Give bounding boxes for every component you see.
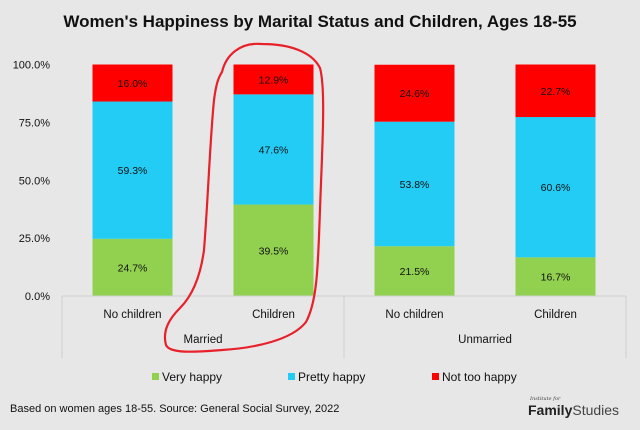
brand-bold: Family (528, 402, 573, 418)
group-label: Married (184, 334, 223, 346)
data-label: 59.3% (118, 165, 148, 177)
bar-segment-pretty-happy (515, 117, 596, 258)
data-label: 53.8% (400, 179, 430, 191)
legend-swatch (152, 373, 159, 380)
data-label: 24.7% (118, 262, 148, 274)
legend-swatch (432, 373, 439, 380)
footnote: Based on women ages 18-55. Source: Gener… (10, 403, 340, 415)
bar-segment-very-happy (233, 204, 314, 296)
bar-segment-pretty-happy (374, 121, 455, 247)
bar-segment-pretty-happy (233, 94, 314, 205)
brand-logo: Institute for FamilyStudies (528, 396, 628, 420)
annotation-circle (163, 42, 325, 353)
category-label: No children (385, 309, 443, 321)
bar-segment-not-too-happy (374, 64, 455, 122)
category-label: Children (252, 309, 295, 321)
legend-label: Pretty happy (298, 370, 365, 384)
data-label: 47.6% (259, 144, 289, 156)
y-tick-label: 25.0% (19, 233, 50, 245)
bar-segment-very-happy (92, 238, 173, 296)
category-label: Children (534, 309, 577, 321)
data-label: 24.6% (400, 88, 430, 100)
bar-segment-pretty-happy (92, 101, 173, 239)
bar-segment-not-too-happy (92, 64, 173, 102)
data-label: 39.5% (259, 245, 289, 257)
brand-main-text: FamilyStudies (528, 402, 619, 418)
data-label: 60.6% (541, 182, 571, 194)
data-label: 22.7% (541, 86, 571, 98)
bar-segment-not-too-happy (233, 64, 314, 95)
legend-label: Very happy (162, 370, 222, 384)
y-tick-label: 100.0% (13, 60, 51, 72)
brand-light: Studies (572, 402, 620, 418)
group-label: Unmarried (458, 334, 512, 346)
data-label: 16.7% (541, 272, 571, 284)
data-label: 21.5% (400, 266, 430, 278)
bar-segment-very-happy (515, 257, 596, 296)
y-tick-label: 50.0% (19, 175, 50, 187)
chart-title: Women's Happiness by Marital Status and … (63, 12, 577, 31)
data-label: 16.0% (118, 78, 148, 90)
brand-small-text: Institute for (530, 396, 561, 402)
legend-label: Not too happy (442, 370, 517, 384)
y-tick-label: 0.0% (25, 291, 50, 303)
bar-segment-not-too-happy (515, 64, 596, 118)
legend-swatch (288, 373, 295, 380)
y-tick-label: 75.0% (19, 117, 50, 129)
category-label: No children (103, 309, 161, 321)
data-label: 12.9% (259, 74, 289, 86)
bar-segment-very-happy (374, 246, 455, 296)
